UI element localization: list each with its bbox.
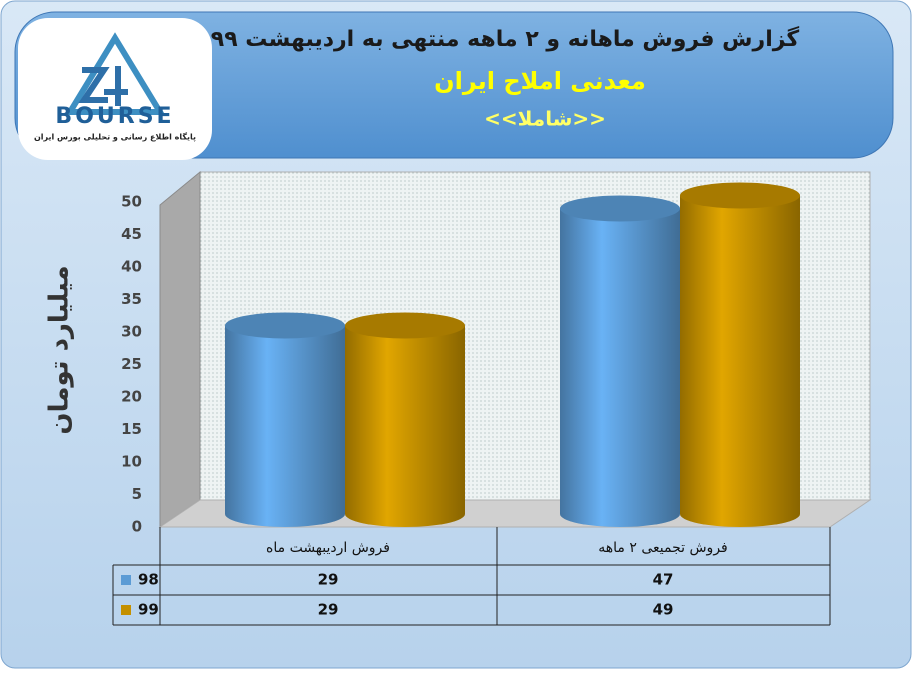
y-tick-label: 35 [121, 290, 142, 308]
header-box [14, 11, 894, 159]
y-tick-label: 45 [121, 225, 142, 243]
bar [680, 182, 800, 527]
y-axis-label: میلیارد تومان [45, 265, 75, 434]
logo: BOURSE پایگاه اطلاع رسانی و تحلیلی بورس … [18, 18, 212, 160]
data-table [112, 527, 831, 626]
logo-brand: BOURSE [55, 104, 174, 129]
chart-title: گزارش فروش ماهانه و ۲ ماهه منتهی به اردی… [211, 25, 800, 52]
y-tick-label: 25 [121, 355, 142, 373]
y-tick-label: 40 [121, 258, 142, 276]
legend-swatch [121, 575, 131, 585]
logo-triangle [64, 32, 166, 115]
bar [225, 312, 345, 527]
y-tick-label: 5 [132, 485, 142, 503]
logo-tagline: پایگاه اطلاع رسانی و تحلیلی بورس ایران [34, 132, 196, 143]
y-tick-label: 20 [121, 388, 142, 406]
bar [560, 195, 680, 527]
side-wall [159, 170, 201, 528]
y-tick-label: 10 [121, 453, 142, 471]
y-tick-label: 0 [132, 518, 142, 536]
y-tick-label: 30 [121, 323, 142, 341]
y-tick-label: 50 [121, 193, 142, 211]
bar-body [680, 195, 800, 527]
table-value: 49 [653, 601, 674, 619]
bar [345, 312, 465, 527]
bar-top [560, 195, 680, 222]
bar-top [225, 312, 345, 339]
logo-digits [78, 66, 128, 106]
bar-body [560, 208, 680, 527]
chart-subtitle: معدنی املاح ایران [434, 67, 646, 95]
y-tick-label: 15 [121, 420, 142, 438]
annotation: <<شاملا>> [484, 107, 606, 131]
bar-top [680, 182, 800, 209]
table-value: 47 [653, 571, 674, 589]
bar-body [225, 325, 345, 527]
legend-label: 98 [138, 571, 159, 589]
legend-swatch [121, 605, 131, 615]
x-tick-label: فروش اردیبهشت ماه [266, 540, 390, 556]
x-tick-label: فروش تجمیعی ۲ ماهه [598, 540, 727, 556]
table-value: 29 [318, 571, 339, 589]
bar-top [345, 312, 465, 339]
bar-body [345, 325, 465, 527]
legend-label: 99 [138, 601, 159, 619]
table-value: 29 [318, 601, 339, 619]
